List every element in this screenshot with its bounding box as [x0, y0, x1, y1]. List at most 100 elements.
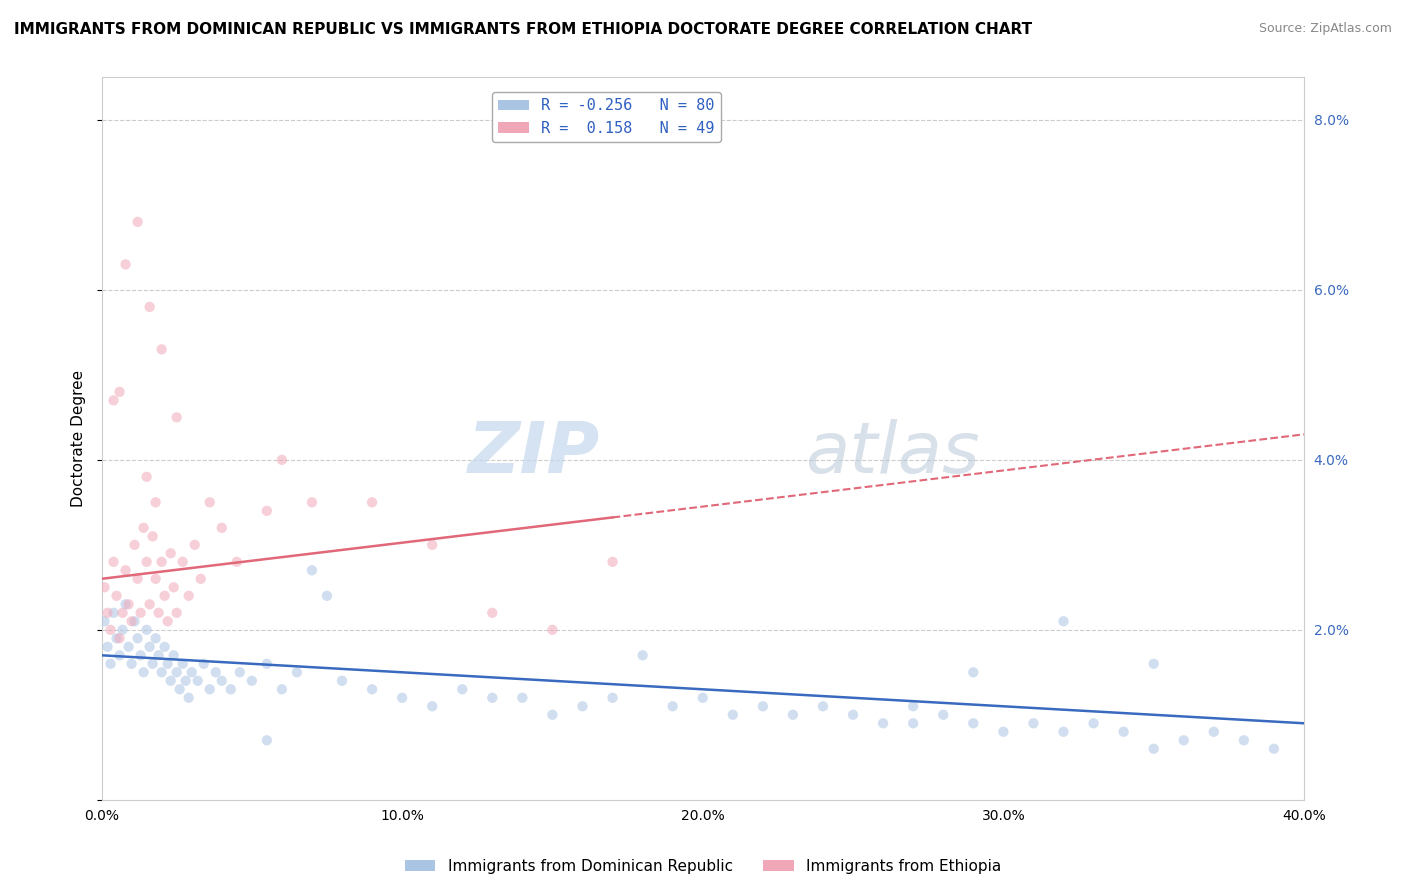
- Point: [361, 495, 384, 509]
- Point: [270, 453, 292, 467]
- Point: [114, 563, 136, 577]
- Point: [108, 648, 131, 663]
- Point: [1202, 724, 1225, 739]
- Point: [121, 615, 143, 629]
- Point: [183, 538, 205, 552]
- Point: [256, 657, 278, 671]
- Point: [204, 665, 226, 680]
- Point: [111, 606, 134, 620]
- Point: [132, 665, 155, 680]
- Point: [1083, 716, 1105, 731]
- Point: [100, 623, 122, 637]
- Point: [541, 623, 564, 637]
- Point: [901, 716, 924, 731]
- Point: [901, 699, 924, 714]
- Point: [361, 682, 384, 697]
- Point: [225, 555, 247, 569]
- Point: [1143, 657, 1166, 671]
- Point: [198, 495, 221, 509]
- Point: [187, 673, 209, 688]
- Point: [159, 673, 181, 688]
- Point: [166, 665, 188, 680]
- Point: [105, 632, 128, 646]
- Point: [1233, 733, 1256, 747]
- Point: [96, 606, 118, 620]
- Point: [103, 606, 125, 620]
- Point: [602, 690, 624, 705]
- Point: [190, 572, 212, 586]
- Point: [166, 410, 188, 425]
- Point: [129, 606, 152, 620]
- Point: [111, 623, 134, 637]
- Point: [1022, 716, 1045, 731]
- Point: [256, 733, 278, 747]
- Point: [117, 640, 139, 654]
- Point: [145, 632, 167, 646]
- Point: [148, 606, 170, 620]
- Y-axis label: Doctorate Degree: Doctorate Degree: [72, 370, 86, 508]
- Point: [121, 657, 143, 671]
- Point: [108, 632, 131, 646]
- Point: [127, 215, 149, 229]
- Point: [127, 572, 149, 586]
- Point: [129, 648, 152, 663]
- Point: [692, 690, 714, 705]
- Point: [211, 673, 233, 688]
- Point: [108, 384, 131, 399]
- Point: [114, 597, 136, 611]
- Point: [285, 665, 308, 680]
- Point: [391, 690, 413, 705]
- Point: [330, 673, 353, 688]
- Point: [752, 699, 775, 714]
- Point: [1173, 733, 1195, 747]
- Point: [602, 555, 624, 569]
- Point: [145, 572, 167, 586]
- Point: [1052, 615, 1074, 629]
- Point: [842, 707, 865, 722]
- Point: [541, 707, 564, 722]
- Point: [142, 657, 165, 671]
- Point: [177, 690, 200, 705]
- Point: [1143, 741, 1166, 756]
- Point: [782, 707, 804, 722]
- Point: [103, 393, 125, 408]
- Point: [1263, 741, 1285, 756]
- Point: [481, 606, 503, 620]
- Point: [256, 504, 278, 518]
- Point: [135, 470, 157, 484]
- Point: [135, 623, 157, 637]
- Point: [811, 699, 834, 714]
- Point: [138, 300, 160, 314]
- Point: [1052, 724, 1074, 739]
- Point: [993, 724, 1015, 739]
- Point: [420, 538, 443, 552]
- Point: [166, 606, 188, 620]
- Point: [211, 521, 233, 535]
- Point: [135, 555, 157, 569]
- Point: [631, 648, 654, 663]
- Text: atlas: atlas: [806, 418, 980, 488]
- Point: [177, 589, 200, 603]
- Point: [270, 682, 292, 697]
- Point: [156, 657, 179, 671]
- Point: [153, 589, 176, 603]
- Point: [150, 665, 173, 680]
- Point: [114, 257, 136, 271]
- Point: [93, 615, 115, 629]
- Text: Source: ZipAtlas.com: Source: ZipAtlas.com: [1258, 22, 1392, 36]
- Point: [156, 615, 179, 629]
- Point: [127, 632, 149, 646]
- Point: [163, 580, 186, 594]
- Point: [512, 690, 534, 705]
- Point: [420, 699, 443, 714]
- Point: [138, 640, 160, 654]
- Point: [117, 597, 139, 611]
- Point: [198, 682, 221, 697]
- Point: [150, 343, 173, 357]
- Point: [145, 495, 167, 509]
- Point: [451, 682, 474, 697]
- Point: [138, 597, 160, 611]
- Point: [962, 716, 984, 731]
- Point: [96, 640, 118, 654]
- Text: IMMIGRANTS FROM DOMINICAN REPUBLIC VS IMMIGRANTS FROM ETHIOPIA DOCTORATE DEGREE : IMMIGRANTS FROM DOMINICAN REPUBLIC VS IM…: [14, 22, 1032, 37]
